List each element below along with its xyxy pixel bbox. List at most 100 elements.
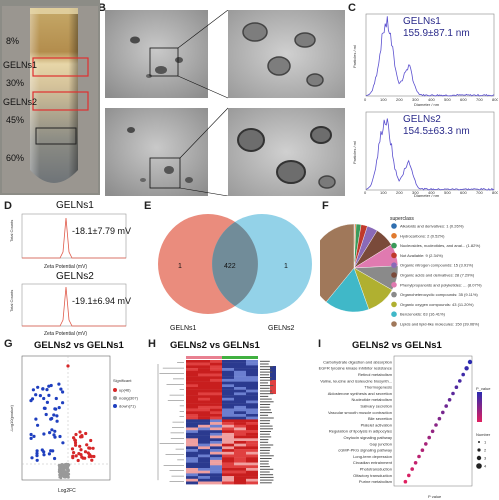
heatmap-cell: [210, 473, 222, 477]
pathway-label: cGMP-PKG signaling pathway: [338, 448, 392, 453]
heatmap-cell: [222, 370, 234, 374]
legend-swatch: [391, 321, 397, 327]
heatmap-cell: [186, 422, 198, 425]
heatmap-cell: [210, 457, 222, 461]
heatmap-cell: [198, 468, 210, 471]
heatmap-cell: [210, 435, 222, 439]
c-xlabel-2: Diameter / nm: [414, 193, 440, 198]
panel-h-heatmap: [157, 356, 276, 485]
heatmap-row-label: [260, 412, 272, 414]
heatmap-cell: [234, 378, 246, 382]
heatmap-cell: [186, 446, 198, 450]
c-ylabel-2: Particles / ml: [352, 141, 357, 164]
band-label-gelns1: GELNs1: [3, 60, 38, 70]
heatmap-cell: [222, 430, 234, 434]
heatmap-cell: [234, 422, 246, 425]
heatmap-cell: [246, 446, 258, 450]
heatmap-cell: [186, 370, 198, 374]
volcano-legend-label: up(46): [119, 388, 131, 393]
heatmap-cell: [246, 370, 258, 374]
heatmap-cell: [198, 438, 210, 442]
pathway-dot: [427, 435, 431, 440]
venn-right-count: 1: [284, 263, 288, 270]
heatmap-cell: [210, 395, 222, 398]
volcano-point-down: [47, 384, 51, 388]
legend-swatch: [391, 223, 397, 229]
heatmap-row-label: [260, 433, 270, 435]
volcano-point-down: [42, 432, 46, 436]
tem-gelns2-overview: [105, 108, 208, 196]
heatmap-cell: [198, 427, 210, 431]
heatmap-cell: [234, 365, 246, 369]
c-gelns1-size: 155.9±87.1 nm: [403, 28, 470, 39]
volcano-point-up: [66, 364, 70, 368]
pellet-box: [35, 127, 77, 145]
heatmap-cell: [246, 376, 258, 380]
heatmap-cell: [210, 405, 222, 409]
heatmap-row-label: [260, 458, 272, 459]
heatmap-group-bar: [222, 356, 258, 359]
heatmap-cell: [234, 424, 246, 428]
volcano-point-up: [84, 431, 88, 436]
g-xlabel: Log2FC: [58, 488, 76, 494]
heatmap-cell: [186, 411, 198, 415]
volcano-point-up: [85, 443, 89, 447]
pathway-label: Valine, leucine and isoleucine biosynth.…: [320, 378, 392, 383]
pathway-label: Aldosterone synthesis and secretion: [328, 391, 392, 396]
heatmap-row-label: [260, 393, 274, 395]
heatmap-cell: [198, 389, 210, 393]
legend-swatch: [391, 252, 397, 259]
pathway-dot: [420, 448, 425, 452]
heatmap-cell: [186, 414, 198, 417]
heatmap-cell: [246, 449, 258, 452]
heatmap-cell: [222, 403, 234, 407]
heatmap-cell: [222, 378, 234, 382]
heatmap-cell: [222, 468, 234, 471]
panel-label-e: E: [144, 200, 152, 212]
heatmap-cell: [246, 438, 258, 442]
heatmap-cell: [246, 422, 258, 425]
panel-i-dotplot: Carbohydrate digestion and absorption EGF…: [319, 355, 491, 499]
heatmap-cell: [198, 408, 210, 412]
heatmap-row-label: [260, 385, 274, 387]
pathway-dot: [467, 359, 473, 365]
heatmap-cell: [210, 392, 222, 396]
heatmap-row-label: [260, 425, 273, 427]
size-legend-dot: [477, 448, 481, 452]
volcano-point-down: [44, 412, 48, 417]
heatmap-cell: [222, 481, 234, 485]
heatmap-cell: [198, 459, 210, 463]
pathway-label: EGFR tyrosine kinase inhibitor resistanc…: [319, 366, 393, 371]
pathway-dot: [430, 429, 435, 434]
volcano-point-up: [74, 432, 78, 437]
heatmap-cell: [210, 400, 222, 404]
heatmap-cell: [186, 427, 198, 431]
volcano-point-down: [48, 431, 52, 435]
volcano-point-nosig: [65, 462, 68, 466]
pathway-label: Circadian entrainment: [353, 460, 393, 465]
heatmap-cell: [246, 360, 258, 363]
volcano-point-up: [91, 446, 95, 450]
heatmap-cell: [246, 411, 258, 415]
heatmap-cell: [198, 451, 210, 455]
heatmap-cell: [210, 360, 222, 363]
pathway-label: Gap junction: [370, 441, 392, 446]
heatmap-dendrogram: [157, 362, 184, 482]
heatmap-row-label: [260, 455, 274, 457]
volcano-point-up: [74, 443, 78, 447]
heatmap-cell: [222, 476, 234, 479]
heatmap-cell: [246, 362, 258, 366]
heatmap-row-label: [260, 466, 270, 468]
volcano-point-up: [78, 444, 82, 448]
c-tick-label-1: 0: [364, 97, 367, 102]
band-label-gelns2: GELNs2: [3, 97, 38, 107]
volcano-point-down: [38, 394, 43, 398]
heatmap-cell: [222, 446, 234, 450]
c-tick-label-1: 600: [460, 97, 467, 102]
d-xlabel-1: Zeta Potential (mV): [44, 264, 87, 270]
volcano-legend-label: down(71): [119, 404, 136, 409]
heatmap-cell: [234, 400, 246, 404]
heatmap-cell: [186, 457, 198, 461]
legend-item: Hydrocarbons: 2 (0.52%): [400, 233, 445, 238]
c-tick-label-1: 800: [492, 97, 498, 102]
